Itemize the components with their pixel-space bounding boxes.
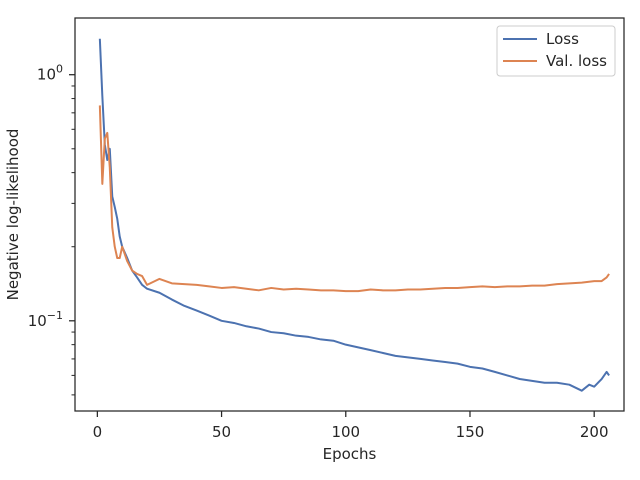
y-tick-label: 100 <box>37 63 63 84</box>
legend: Loss Val. loss <box>496 25 616 77</box>
y-tick-label: 10−1 <box>28 309 63 330</box>
legend-label-val-loss: Val. loss <box>546 52 607 70</box>
series-layer <box>98 38 610 392</box>
plot-frame <box>74 17 625 412</box>
x-axis-label: Epochs <box>323 445 377 463</box>
x-tick-label: 150 <box>456 423 485 441</box>
y-axis-label: Negative log-likelihood <box>4 129 22 301</box>
plot-background <box>75 18 624 411</box>
x-tick-label: 100 <box>331 423 360 441</box>
x-axis-ticks: 0 50 100 150 200 <box>93 411 609 441</box>
x-tick-label: 0 <box>93 423 103 441</box>
series-line-1 <box>98 105 610 293</box>
x-tick-label: 200 <box>580 423 609 441</box>
y-axis-ticks: 100 10−1 <box>28 63 75 396</box>
legend-label-loss: Loss <box>546 30 579 48</box>
x-tick-label: 50 <box>212 423 231 441</box>
